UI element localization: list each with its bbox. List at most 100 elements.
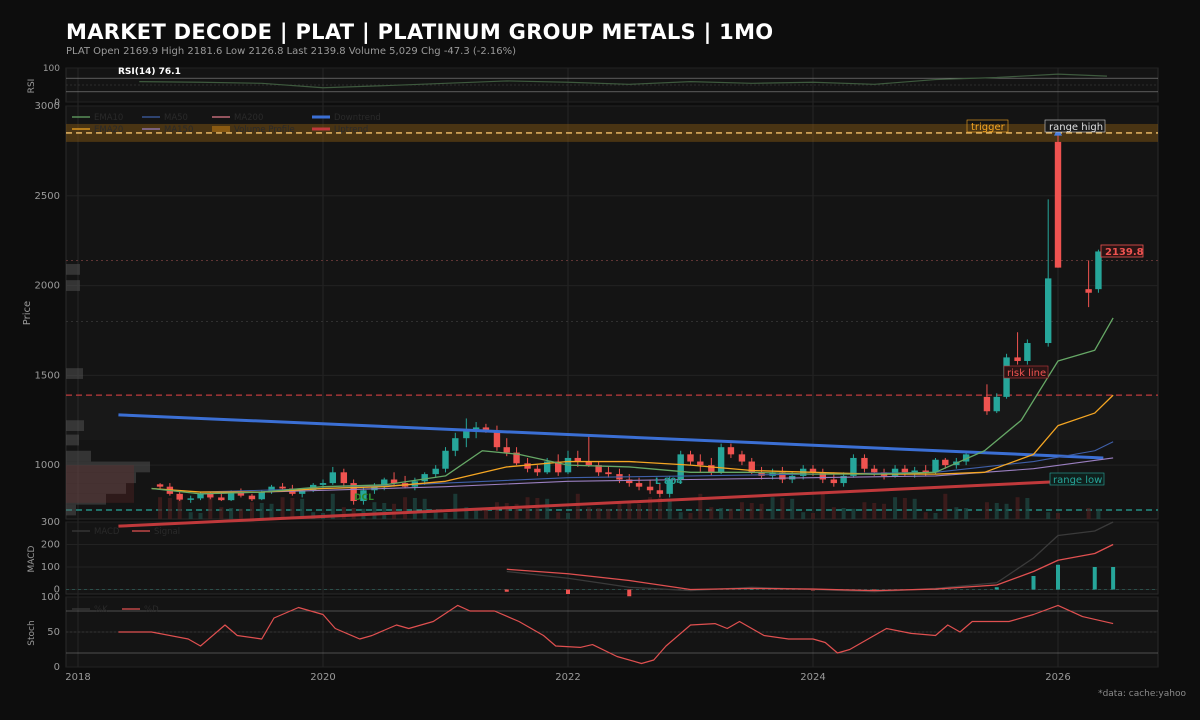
volume-bar [249,502,254,519]
volume-bar [586,507,591,519]
volume-bar [667,498,672,519]
volume-bar [606,508,611,519]
candle-body [727,447,735,455]
candle-body [666,479,673,494]
volume-profile-shade [66,465,134,503]
candle-body [748,461,755,473]
candle-body [993,396,1000,412]
candle-body [922,470,929,473]
candle-body [708,465,715,473]
volume-bar [719,508,724,519]
volume-bar [994,503,999,519]
candle-body [1095,251,1102,290]
candle-body [697,461,704,466]
dcl-label: DCL [354,493,374,503]
macd-y-tick-label: 300 [41,517,60,528]
price-y-tick-label: 2000 [35,281,60,292]
range-high-label: range high [1049,122,1103,133]
candle-body [390,479,398,484]
macd-histogram-bar [627,589,632,597]
macd-histogram-bar [1111,567,1116,590]
volume-bar [759,503,764,519]
price-y-tick-label: 2500 [35,191,60,202]
candle-body [942,459,949,466]
volume-bar [790,498,795,519]
volume-bar [504,503,509,519]
candle-body [248,495,256,500]
legend-ma150: MA150 [164,125,193,135]
x-tick-label: 2024 [800,672,825,683]
volume-bar [872,503,877,519]
stoch-k-line [118,604,1114,665]
legend-signal: Signal [154,527,180,537]
x-tick-label: 2018 [65,672,90,683]
stoch-y-tick-label: 50 [47,627,60,638]
volume-profile-bar [66,483,126,494]
candle-body [635,483,643,487]
ema10-line [151,317,1114,495]
volume-bar [1056,513,1060,519]
macd-legend: MACD Signal [72,527,180,537]
volume-bar [749,503,754,519]
stoch-y-tick-label: 0 [54,662,60,673]
candle-body [227,492,235,501]
candle-body [1014,357,1021,361]
volume-bar [1015,497,1020,519]
candle-body [850,457,857,476]
volume-bar [1046,512,1051,519]
candle-body [626,479,633,484]
candle-body [156,484,164,487]
volume-bar [648,497,653,519]
macd-histogram-bar [504,589,509,592]
candle-body [258,492,265,500]
candle-body [268,486,275,493]
volume-bar [422,498,427,519]
legend-macd: MACD [94,527,120,537]
volume-bar [943,493,948,519]
volume-bar [984,502,989,519]
volume-bar [158,497,163,519]
volume-bar [453,493,458,519]
macd-histogram-bar [1092,567,1097,590]
volume-bar [269,503,274,519]
volume-profile-bar [66,420,84,432]
volume-bar [1096,508,1101,519]
volume-bar [841,508,846,519]
volume-profile-bar [66,461,150,473]
stoch-y-tick-label: 100 [41,592,60,603]
volume-bar [177,498,182,519]
volume-bar [330,493,335,519]
volume-bar [167,498,172,519]
macd-histogram-bar [994,587,999,590]
legend-ma200: MA200 [234,113,263,123]
chart-title: MARKET DECODE | PLAT | PLATINUM GROUP ME… [66,20,774,44]
candle-body [298,490,306,494]
volume-bar [412,498,417,519]
candle-body [1045,278,1052,344]
chart-subtitle: PLAT Open 2169.9 High 2181.6 Low 2126.8 … [66,46,517,57]
candle-body [432,468,439,475]
volume-bar [801,512,806,519]
candle-body [809,468,817,473]
volume-bar [514,503,519,519]
candle-body [187,498,194,500]
ma50-line [200,441,1114,493]
candle-body [482,427,490,432]
candle-body [524,463,531,469]
volume-bar [351,508,356,519]
volume-bar [280,497,285,519]
candle-body [421,474,428,482]
candle-body [381,479,388,487]
volume-profile-bar [66,264,80,275]
candle-body [350,483,357,502]
macd-y-tick-label: 100 [41,562,60,573]
candle-body [1024,343,1031,361]
price-legend: EMA10 MA50 MA200 Downtrend EMA20 MA150 V… [72,113,381,135]
candle-body [237,492,245,496]
candle-body [677,454,684,480]
volume-bar [851,508,856,519]
volume-bar [739,502,744,519]
candle-body [329,472,336,484]
volume-bar [494,502,499,519]
data-source-footnote: *data: cache:yahoo [1098,689,1186,699]
